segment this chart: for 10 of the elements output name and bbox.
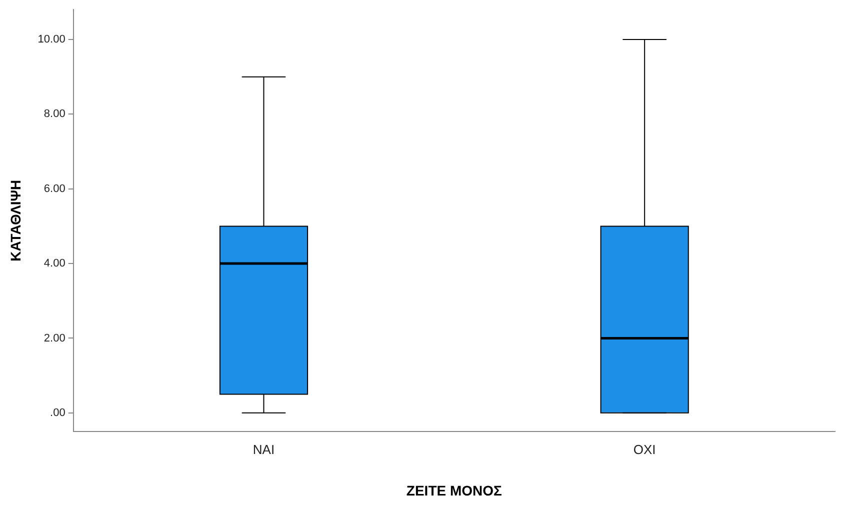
- y-tick-label: 6.00: [44, 182, 66, 195]
- y-axis-title: ΚΑΤΑΘΛΙΨΗ: [7, 180, 24, 262]
- x-tick-label: ΝΑΙ: [252, 442, 275, 457]
- x-axis-title: ΖΕΙΤΕ ΜΟΝΟΣ: [406, 482, 502, 498]
- y-tick-label: 4.00: [44, 258, 66, 270]
- x-tick-label: ΟΧΙ: [633, 442, 656, 457]
- y-tick-label: 2.00: [44, 332, 66, 344]
- y-tick-label: .00: [50, 406, 66, 419]
- y-tick-label: 10.00: [38, 34, 66, 46]
- y-tick-label: 8.00: [44, 108, 66, 120]
